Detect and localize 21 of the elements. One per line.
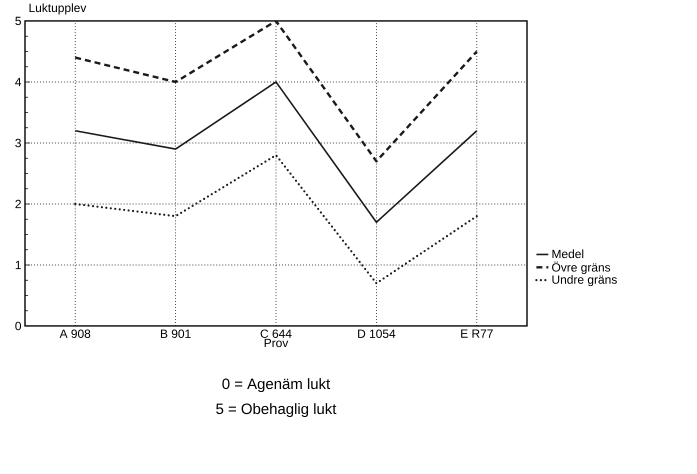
text: 5 = Obehaglig lukt	[216, 403, 336, 418]
legend-label: Övre gräns	[552, 262, 610, 274]
y-axis-title: Luktupplev	[30, 3, 86, 14]
text: 0 = Agenäm lukt	[222, 378, 330, 392]
legend-label: Medel	[552, 249, 584, 258]
y-tick-label: 5	[15, 16, 21, 26]
y-tick-label: 4	[15, 78, 22, 86]
x-tick-label: D 1054	[358, 330, 396, 338]
line-series	[74, 154, 478, 284]
y-tick-label: 2	[15, 200, 21, 208]
x-tick-label: B 901	[160, 330, 191, 338]
x-tick-label: A 908	[60, 330, 90, 338]
y-tick-label: 0	[15, 322, 22, 330]
legend-label: Undre gräns	[552, 275, 617, 286]
y-tick-label: 1	[16, 260, 21, 270]
line-series	[74, 20, 478, 162]
y-tick-label: 3	[15, 138, 21, 148]
x-axis-title: Prov	[264, 338, 288, 348]
line-series	[74, 81, 478, 224]
x-tick-label: C 644	[260, 330, 292, 338]
x-tick-label: E R77	[461, 330, 493, 338]
